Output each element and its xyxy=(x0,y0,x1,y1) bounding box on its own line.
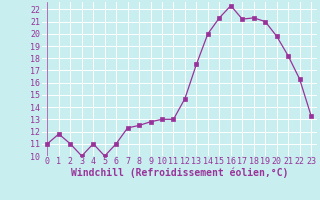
X-axis label: Windchill (Refroidissement éolien,°C): Windchill (Refroidissement éolien,°C) xyxy=(70,168,288,178)
